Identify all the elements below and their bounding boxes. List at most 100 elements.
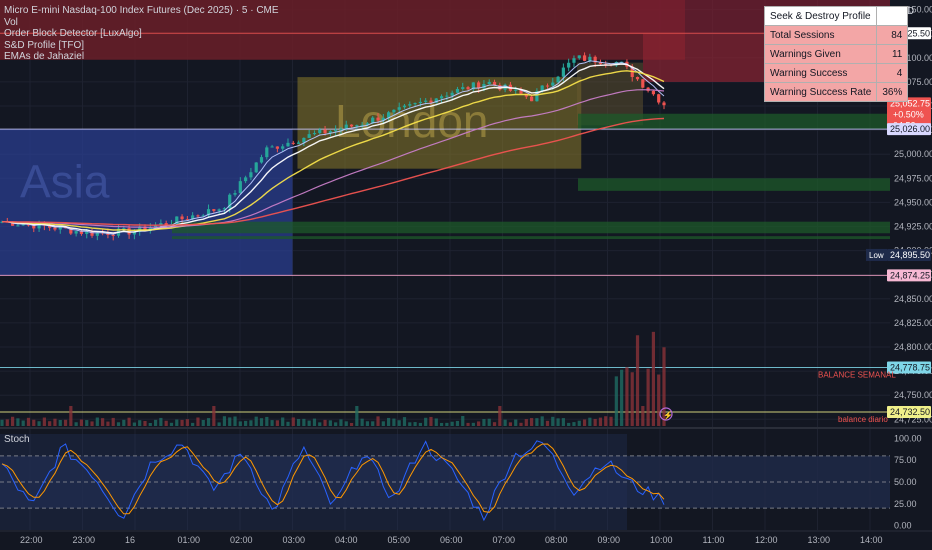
volume-bar <box>530 418 534 426</box>
legend-line: Order Block Detector [LuxAlgo] <box>4 28 142 39</box>
candle <box>572 58 576 63</box>
candle <box>37 222 41 229</box>
volume-bar <box>148 422 152 426</box>
price-tag-value: 24,778.75 <box>890 362 930 372</box>
candle <box>651 90 656 95</box>
volume-bar <box>69 406 73 426</box>
volume-bar <box>254 416 258 426</box>
candle <box>540 85 544 92</box>
time-tick-label: 14:00 <box>860 535 883 545</box>
time-tick-label: 23:00 <box>73 535 96 545</box>
candle <box>418 101 422 104</box>
candle <box>344 124 348 129</box>
candle <box>349 124 354 127</box>
candle <box>381 117 385 121</box>
volume-bar <box>42 417 46 426</box>
candle <box>657 94 661 103</box>
volume-bar <box>58 419 62 426</box>
volume-bar <box>281 417 285 426</box>
volume-bar <box>175 419 179 426</box>
candle <box>439 96 444 99</box>
candle <box>535 91 539 102</box>
chart-legend: Micro E-mini Nasdaq-100 Index Futures (D… <box>4 5 279 63</box>
volume-bar <box>519 422 523 426</box>
time-tick-label: 10:00 <box>650 535 673 545</box>
volume-bar <box>180 419 184 426</box>
balance-diario-label: balance diario <box>838 415 888 424</box>
time-tick-label: 09:00 <box>598 535 621 545</box>
volume-bar <box>466 422 470 426</box>
volume-bar <box>461 416 465 426</box>
volume-bar <box>434 418 438 426</box>
candle <box>79 231 84 234</box>
candle <box>58 226 62 230</box>
candle <box>196 215 200 217</box>
candle <box>635 76 640 80</box>
candle <box>206 209 211 216</box>
price-tick-label: 24,725.00 <box>894 414 932 424</box>
volume-bar <box>487 418 491 426</box>
volume-bar <box>614 376 618 426</box>
ema-line <box>2 117 665 226</box>
stoch-tick-label: 75.00 <box>894 455 917 465</box>
volume-bar <box>169 422 174 426</box>
price-tag-value: 24,895.50 <box>890 250 930 260</box>
candle <box>355 125 359 127</box>
volume-bar <box>535 418 539 426</box>
demand-zone <box>578 113 890 130</box>
candle <box>471 82 475 90</box>
volume-bar <box>344 421 348 426</box>
candle <box>191 215 195 220</box>
time-tick-label: 05:00 <box>388 535 411 545</box>
candle <box>10 221 15 226</box>
volume-bar <box>445 422 449 426</box>
candle <box>461 87 465 90</box>
candle <box>445 95 449 97</box>
candle <box>244 177 248 182</box>
stoch-tick-label: 50.00 <box>894 477 917 487</box>
volume-bar <box>32 419 36 426</box>
candle <box>328 131 332 134</box>
volume-bar <box>302 418 306 426</box>
price-tag <box>887 406 931 419</box>
volume-bar <box>577 420 581 426</box>
table-title: Seek & Destroy Profile <box>763 6 878 26</box>
time-tick-label: 13:00 <box>808 535 831 545</box>
volume-bar <box>323 419 327 426</box>
volume-bar <box>381 421 385 426</box>
candle <box>466 87 470 90</box>
candle <box>455 89 460 93</box>
candle <box>582 55 587 61</box>
price-tick-label: 25,100.00 <box>894 53 932 63</box>
volume-bar <box>556 418 560 426</box>
volume-bar <box>116 422 121 426</box>
volume-bar <box>482 419 486 426</box>
volume-bar <box>53 418 57 426</box>
volume-bar <box>646 368 650 426</box>
volume-bar <box>524 419 528 426</box>
candle <box>519 89 523 94</box>
price-tick-label: 24,850.00 <box>894 294 932 304</box>
price-tick-label: 24,975.00 <box>894 173 932 183</box>
ema-line <box>2 70 665 232</box>
volume-bar <box>360 418 364 426</box>
volume-bar <box>217 422 221 426</box>
volume-bar <box>16 418 20 426</box>
candle <box>185 219 189 221</box>
demand-zone <box>578 178 890 191</box>
candle <box>360 124 364 126</box>
volume-bar <box>196 417 200 426</box>
volume-bar <box>201 419 205 426</box>
candle <box>477 82 481 89</box>
lightning-icon: ⚡ <box>663 410 673 420</box>
volume-bar <box>328 420 332 426</box>
candle <box>153 225 158 228</box>
candle <box>514 89 518 91</box>
candle <box>402 105 407 108</box>
candle <box>111 234 115 236</box>
candle <box>450 92 454 96</box>
volume-bar <box>228 417 232 426</box>
candle <box>588 56 592 61</box>
volume-bar <box>365 421 370 426</box>
volume-bar <box>582 419 587 426</box>
